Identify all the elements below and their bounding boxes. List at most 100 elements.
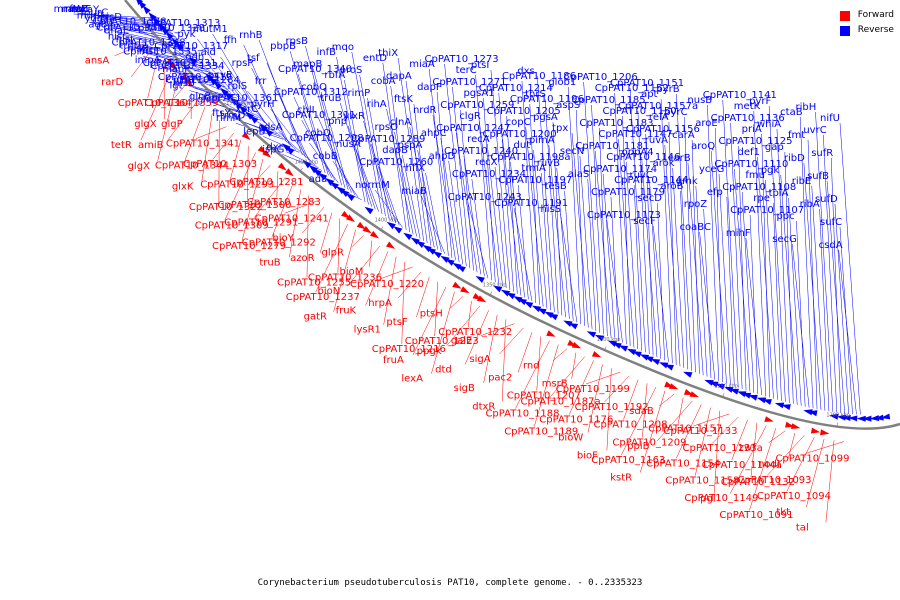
forward-leader-line: [569, 360, 594, 415]
reverse-leader-line: [255, 113, 297, 150]
reverse-leader-line: [510, 161, 525, 298]
reverse-gene-arrow: [285, 146, 295, 155]
forward-gene-label: dtd: [435, 364, 452, 375]
tick-label: 1350 kbp: [483, 282, 507, 288]
reverse-gene-arrow: [410, 237, 420, 245]
reverse-gene-label: chlI: [297, 105, 315, 116]
reverse-leader-line: [297, 73, 329, 176]
reverse-leader-line: [792, 243, 810, 408]
reverse-gene-label: hisB: [174, 78, 195, 89]
forward-gene-label: CpPAT10_1209: [612, 437, 686, 448]
forward-leader-line: [379, 266, 413, 280]
reverse-gene-label: cdsA: [259, 122, 283, 133]
forward-gene-label: CpPAT10_1132: [721, 477, 795, 488]
forward-gene-label: CpPAT10_1192: [575, 402, 649, 413]
forward-leader-line: [767, 435, 805, 476]
forward-gene-label: glxK: [172, 181, 194, 192]
reverse-gene-label: pgsA: [533, 112, 558, 123]
reverse-leader-line: [397, 57, 424, 241]
forward-leader-line: [337, 218, 341, 273]
reverse-gene-label: CpPAT10_1243: [448, 192, 522, 203]
reverse-gene-label: ylxR: [343, 111, 365, 122]
reverse-leader-line: [799, 116, 814, 409]
reverse-gene-label: rbfA: [324, 70, 345, 81]
forward-leader-line: [517, 332, 533, 373]
forward-leader-line: [786, 437, 815, 492]
reverse-gene-label: aroE: [695, 118, 717, 129]
forward-leader-line: [750, 422, 758, 477]
reverse-gene-label: CpPAT10_1157a: [618, 101, 698, 112]
reverse-gene-label: apt: [641, 89, 657, 100]
forward-leader-line: [351, 235, 364, 248]
forward-leader-line: [729, 425, 767, 494]
forward-gene-arrow: [689, 391, 699, 398]
reverse-leader-line: [618, 138, 635, 348]
reverse-gene-arrow: [781, 404, 791, 411]
forward-gene-label: CpPAT10_1208: [593, 420, 667, 431]
reverse-gene-label: truB: [320, 93, 341, 104]
forward-leader-line: [571, 352, 577, 379]
reverse-gene-label: CpPAT10_1156: [626, 124, 700, 135]
reverse-leader-line: [336, 56, 366, 203]
reverse-leader-line: [386, 108, 414, 235]
reverse-leader-line: [344, 79, 369, 205]
reverse-gene-label: rimP: [348, 88, 371, 99]
reverse-gene-label: ruvB: [537, 158, 560, 169]
tick-label: 1200 kbp: [826, 413, 850, 419]
forward-gene-arrow: [257, 145, 267, 154]
reverse-gene-label: CpPAT10_1273: [425, 54, 499, 65]
reverse-leader-line: [200, 84, 256, 116]
reverse-gene-label: CpPAT10_1289: [351, 134, 425, 145]
reverse-leader-line: [490, 69, 511, 290]
reverse-gene-arrow: [537, 308, 547, 315]
forward-gene-label: CpPAT10_1237: [286, 292, 360, 303]
reverse-leader-line: [657, 202, 665, 361]
reverse-gene-label: CpPAT10_1361: [204, 93, 278, 104]
reverse-leader-line: [537, 75, 555, 312]
reverse-leader-line: [761, 133, 770, 398]
reverse-leader-line: [622, 115, 631, 346]
reverse-gene-arrow: [664, 364, 674, 371]
reverse-leader-line: [533, 149, 548, 309]
reverse-leader-line: [722, 99, 739, 388]
forward-leader-line: [446, 305, 481, 346]
reverse-leader-line: [455, 132, 478, 273]
reverse-leader-line: [683, 116, 696, 373]
reverse-swatch: [839, 25, 850, 36]
legend-reverse-label: Reverse: [857, 25, 894, 35]
reverse-gene-label: ftsI: [69, 4, 84, 15]
tick-label: 1250 kbp: [714, 384, 738, 390]
reverse-gene-arrow: [386, 221, 396, 230]
reverse-gene-arrow: [440, 255, 450, 263]
reverse-gene-label: rihA: [367, 99, 387, 110]
forward-gene-label: zwf: [739, 443, 756, 454]
reverse-gene-label: murC: [81, 8, 108, 19]
forward-leader-line: [174, 86, 185, 99]
legend-forward-label: Forward: [857, 10, 894, 20]
forward-leader-line: [398, 271, 422, 299]
reverse-gene-label: CpPAT10_1136: [711, 113, 785, 124]
forward-leader-line: [483, 314, 498, 383]
forward-leader-line: [229, 139, 242, 180]
reverse-gene-label: pyrB: [656, 84, 679, 95]
reverse-leader-line: [517, 184, 529, 300]
gene-arrows: [136, 0, 891, 436]
reverse-gene-label: whiA: [757, 119, 781, 130]
reverse-leader-line: [676, 93, 692, 371]
reverse-gene-arrow: [238, 105, 248, 114]
forward-leader-line: [431, 291, 455, 374]
reverse-gene-label: CpPAT10_1214: [479, 83, 553, 94]
reverse-gene-label: recA: [467, 134, 490, 145]
forward-leader-line: [675, 404, 702, 459]
reverse-leader-line: [444, 63, 467, 267]
reverse-leader-line: [119, 21, 193, 55]
reverse-gene-label: sufR: [811, 148, 833, 159]
reverse-gene-arrow: [639, 354, 650, 361]
reverse-leader-line: [803, 162, 822, 410]
forward-leader-line: [254, 177, 286, 218]
forward-gene-label: CpPAT10_1144a: [702, 460, 782, 471]
reverse-leader-line: [839, 122, 861, 415]
reverse-gene-arrow: [737, 391, 747, 398]
reverse-leader-line: [753, 110, 766, 397]
forward-leader-line: [284, 201, 317, 214]
